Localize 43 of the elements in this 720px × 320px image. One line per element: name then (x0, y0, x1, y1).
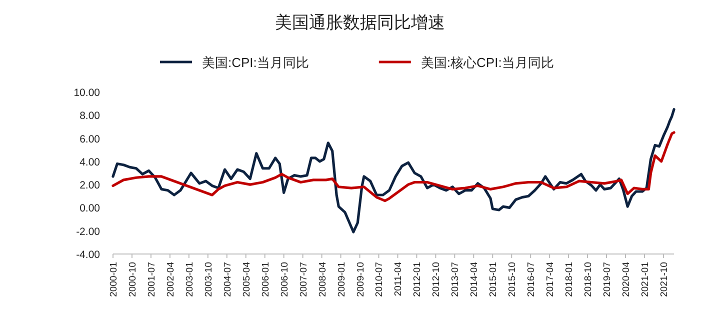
x-tick-label: 2010-07 (374, 262, 386, 297)
x-tick-label: 2009-10 (355, 262, 366, 297)
y-tick-label: 0.00 (80, 202, 100, 215)
x-tick-label: 2021-10 (658, 262, 670, 297)
x-tick-label: 2019-07 (602, 262, 614, 297)
x-tick-label: 2009-01 (336, 262, 348, 297)
x-tick-label: 2006-10 (279, 262, 290, 297)
x-tick-label: 2002-04 (165, 262, 176, 297)
x-tick-label: 2008-04 (317, 262, 328, 297)
x-tick-label: 2020-04 (620, 262, 632, 297)
x-tick-label: 2001-07 (146, 262, 158, 297)
y-tick-label: 2.00 (80, 180, 100, 192)
x-tick-label: 2012-10 (431, 262, 442, 297)
y-tick-label: 6.00 (80, 133, 100, 146)
y-tick-label: 10.00 (74, 87, 100, 99)
y-tick-label: -2.00 (76, 226, 100, 238)
x-tick-label: 2006-01 (260, 262, 272, 297)
x-tick-label: 2017-04 (545, 262, 556, 297)
x-tick-label: 2013-07 (450, 262, 462, 297)
y-tick-label: 4.00 (80, 156, 100, 168)
x-tick-label: 2021-01 (640, 262, 651, 297)
line-series (112, 108, 676, 234)
x-tick-label: 2000-01 (108, 262, 120, 297)
x-tick-label: 2016-07 (526, 262, 538, 297)
legend-label: 美国:核心CPI:当月同比 (420, 55, 554, 70)
x-tick-label: 2005-04 (241, 262, 252, 297)
x-tick-label: 2003-10 (203, 262, 214, 297)
x-tick-label: 2011-04 (393, 262, 404, 296)
x-tick-label: 2018-01 (564, 262, 576, 297)
legend-label: 美国:CPI:当月同比 (202, 55, 309, 70)
x-tick-label: 2014-04 (469, 262, 480, 297)
x-tick-label: 2015-10 (507, 262, 518, 297)
x-tick-label: 2003-01 (184, 262, 196, 297)
x-tick-label: 2018-10 (583, 262, 594, 297)
y-tick-label: -4.00 (76, 249, 100, 261)
x-tick-label: 2012-01 (412, 262, 424, 297)
x-tick-label: 2004-07 (222, 262, 234, 297)
chart-title: 美国通胀数据同比增速 (275, 13, 445, 32)
line-series (112, 131, 676, 202)
y-tick-label: 8.00 (80, 110, 100, 122)
x-tick-label: 2015-01 (488, 262, 500, 297)
x-tick-label: 2007-07 (298, 262, 310, 297)
x-tick-label: 2000-10 (127, 262, 138, 297)
